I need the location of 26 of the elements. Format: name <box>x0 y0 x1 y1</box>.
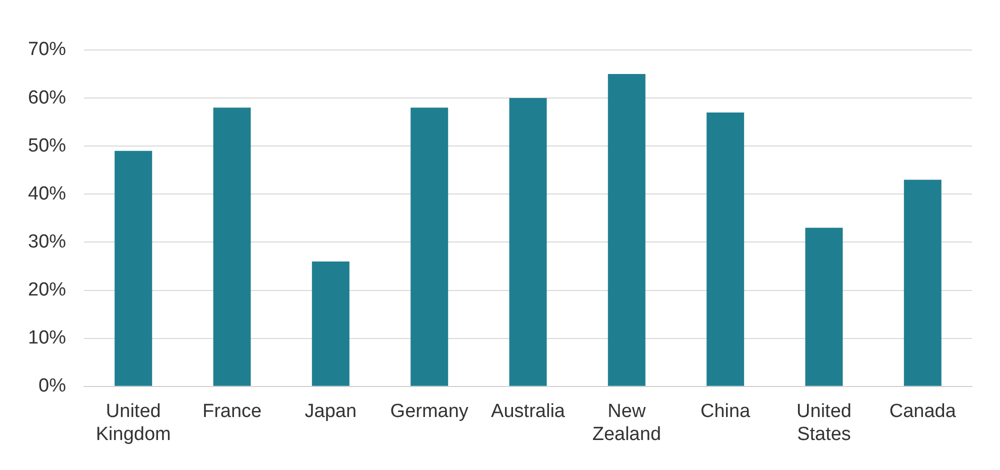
x-tick-label: Australia <box>491 401 566 422</box>
x-tick-label: United Kingdom <box>96 401 171 445</box>
x-tick-label: France <box>202 401 262 422</box>
bar <box>608 74 646 386</box>
bar <box>805 228 843 386</box>
y-tick-label: 70% <box>28 39 66 60</box>
bar <box>114 150 152 386</box>
bar <box>904 180 942 386</box>
y-tick-label: 20% <box>28 280 66 301</box>
x-tick-label: United States <box>796 401 852 445</box>
bar <box>213 108 251 386</box>
bar <box>509 98 547 386</box>
bar <box>312 261 350 386</box>
bar <box>410 108 448 386</box>
x-tick-label: Japan <box>304 401 357 422</box>
y-tick-label: 30% <box>28 231 66 252</box>
x-tick-label: New Zealand <box>592 401 662 445</box>
y-tick-label: 40% <box>28 183 66 204</box>
x-tick-label: Canada <box>889 401 956 422</box>
y-tick-label: 60% <box>28 87 66 108</box>
x-tick-label: China <box>700 401 751 422</box>
bar <box>706 112 744 386</box>
y-tick-label: 0% <box>38 376 66 397</box>
x-tick-label: Germany <box>390 401 469 422</box>
y-tick-label: 50% <box>28 135 66 156</box>
y-tick-label: 10% <box>28 328 66 349</box>
